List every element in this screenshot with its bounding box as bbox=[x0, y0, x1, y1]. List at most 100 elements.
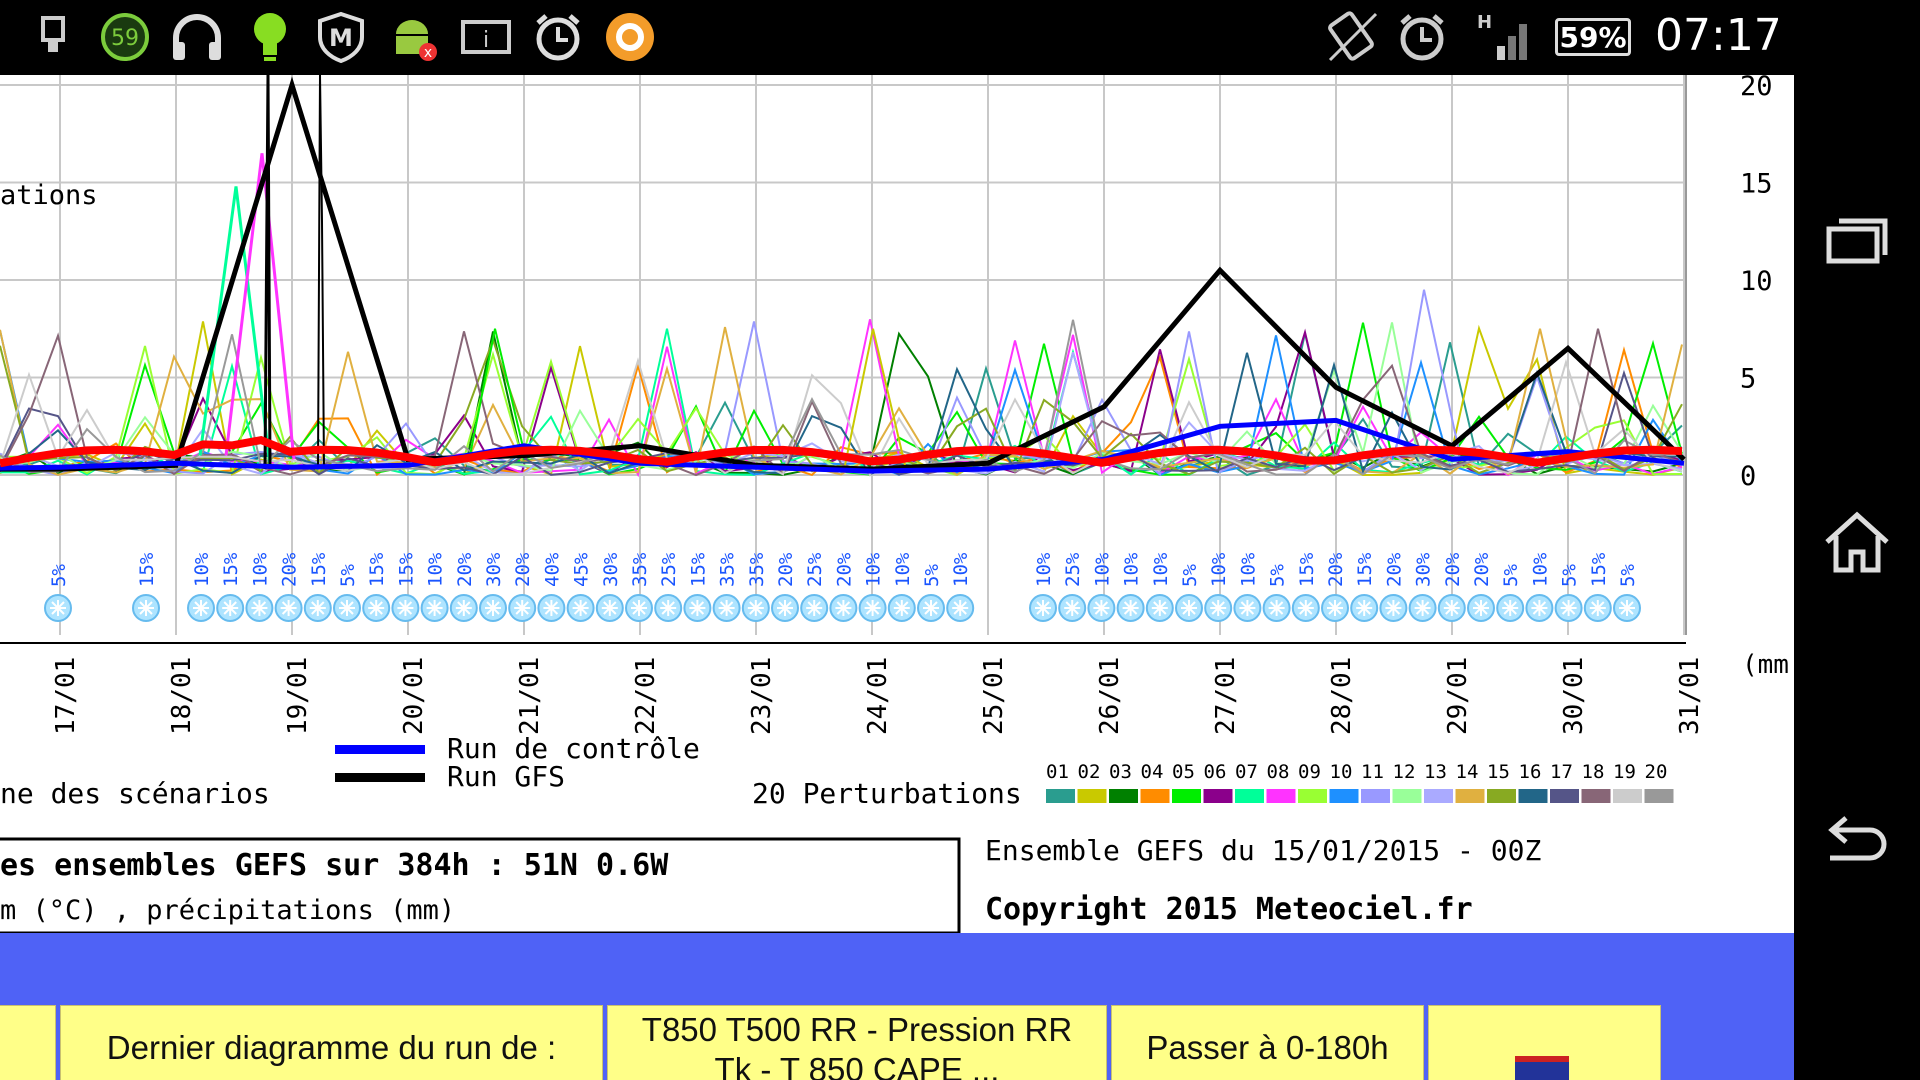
snow-percentage-label: 15% bbox=[1296, 552, 1318, 587]
snow-percentage-label: 15% bbox=[687, 552, 709, 587]
series-lines bbox=[0, 76, 1686, 474]
snow-percentage-label: 20% bbox=[1442, 552, 1464, 587]
legend-control-label: Run de contrôle bbox=[447, 732, 700, 765]
legend-scenarios-label: ne des scénarios bbox=[0, 777, 270, 810]
perturbation-line bbox=[0, 352, 1683, 476]
snow-percentage-label: 20% bbox=[1471, 552, 1493, 587]
snowflake-icon bbox=[514, 600, 531, 616]
perturbation-number: 18 bbox=[1582, 761, 1605, 783]
perturbation-number: 06 bbox=[1204, 761, 1227, 783]
shield-m-icon: M bbox=[315, 11, 367, 63]
snow-percentage-label: 15% bbox=[366, 552, 388, 587]
perturbation-spike bbox=[1569, 328, 1631, 456]
snowflake-icon bbox=[893, 600, 910, 616]
perturbation-number: 01 bbox=[1046, 761, 1069, 783]
footer-box-flag[interactable] bbox=[1428, 1005, 1661, 1080]
snow-percentage-label: 20% bbox=[512, 552, 534, 587]
gfs-spikes bbox=[263, 75, 325, 470]
perturbation-number: 10 bbox=[1330, 761, 1353, 783]
perturbation-swatch bbox=[1298, 789, 1327, 803]
orange-app-icon bbox=[604, 12, 656, 62]
footer-box-switch-range-text: Passer à 0-180h bbox=[1146, 1029, 1389, 1066]
perturbation-spike bbox=[1509, 328, 1571, 456]
snowflake-icon bbox=[1268, 600, 1285, 616]
recent-apps-icon[interactable] bbox=[1819, 202, 1895, 278]
snow-percentage-label: 20% bbox=[833, 552, 855, 587]
snowflake-icon bbox=[1531, 600, 1548, 616]
perturbation-swatch bbox=[1455, 789, 1485, 803]
perturbation-number: 13 bbox=[1424, 761, 1447, 783]
snowflake-icon bbox=[1414, 600, 1431, 616]
snow-percentage-label: 5% bbox=[1500, 564, 1522, 587]
snow-percentage-label: 10% bbox=[249, 552, 271, 587]
run-info: Ensemble GEFS du 15/01/2015 - 00Z bbox=[985, 834, 1541, 867]
y-unit-label: (mm bbox=[1742, 650, 1789, 680]
perturbation-swatch bbox=[1046, 789, 1075, 803]
perturbation-number: 12 bbox=[1393, 761, 1416, 783]
snowflake-icon bbox=[777, 600, 793, 616]
perturbation-swatch bbox=[1361, 789, 1390, 803]
snow-percentage-label: 15% bbox=[1588, 552, 1610, 587]
snow-percentage-label: 15% bbox=[308, 552, 330, 587]
lightbulb-icon bbox=[250, 12, 290, 62]
perturbation-swatch bbox=[1140, 789, 1170, 803]
y-tick-label: 5 bbox=[1740, 364, 1756, 395]
snowflake-icon bbox=[835, 600, 852, 616]
perturbation-number: 15 bbox=[1487, 761, 1510, 783]
snowflake-icon bbox=[138, 600, 154, 616]
snow-percentage-label: 10% bbox=[950, 552, 972, 587]
y-tick-label: 15 bbox=[1740, 169, 1773, 200]
snow-percentage-label: 35% bbox=[717, 552, 739, 587]
signal-type-text: H bbox=[1477, 12, 1492, 33]
snowflake-icon bbox=[50, 600, 66, 616]
snowflake-icon bbox=[747, 600, 764, 616]
perturbation-number: 17 bbox=[1550, 761, 1573, 783]
snowflake-icon bbox=[952, 600, 969, 616]
perturbation-swatch bbox=[1487, 789, 1516, 803]
snow-percentage-label: 15% bbox=[220, 552, 242, 587]
footer-box-switch-range[interactable]: Passer à 0-180h bbox=[1111, 1005, 1424, 1080]
snow-percentage-label: 10% bbox=[863, 552, 885, 587]
snowflake-icon bbox=[1443, 600, 1460, 616]
alarm-clock-icon bbox=[532, 12, 584, 62]
perturbation-line bbox=[0, 357, 1683, 477]
snowflake-icon bbox=[368, 600, 385, 616]
copyright: Copyright 2015 Meteociel.fr bbox=[985, 892, 1473, 927]
perturbation-number: 07 bbox=[1235, 761, 1258, 783]
snowflake-icon bbox=[1093, 600, 1110, 616]
legend-control-swatch bbox=[335, 745, 425, 754]
snowflake-icon bbox=[1122, 600, 1139, 616]
alarm-icon bbox=[1396, 12, 1448, 62]
x-date-label: 17/01 bbox=[51, 657, 81, 735]
perturbation-swatch bbox=[1203, 789, 1233, 803]
back-icon[interactable] bbox=[1819, 804, 1895, 880]
perturbation-swatch bbox=[1077, 789, 1107, 803]
footer-box-params[interactable]: T850 T500 RR - Pression RR Tk - T 850 CA… bbox=[607, 1005, 1107, 1080]
legend-gfs-swatch bbox=[335, 773, 425, 782]
perturbation-spike bbox=[1394, 289, 1461, 456]
perturbation-swatch bbox=[1329, 789, 1359, 803]
web-view: 20 15 10 5 0 (mm ations 5% 15% 10% 15% 10% 20% 15%… bbox=[0, 75, 1794, 1080]
gfs-spike bbox=[317, 75, 325, 470]
perturbation-spike bbox=[224, 153, 296, 460]
snowflake-icon bbox=[631, 600, 647, 616]
snow-percentage-label: 20% bbox=[1383, 552, 1405, 587]
y-axis-ticks: 20 15 10 5 0 bbox=[1740, 75, 1773, 492]
perturbation-number: 16 bbox=[1519, 761, 1542, 783]
home-icon[interactable] bbox=[1819, 504, 1895, 580]
snow-percentage-label: 25% bbox=[804, 552, 826, 587]
footer-box-left[interactable] bbox=[0, 1005, 56, 1080]
precipitation-chart: 20 15 10 5 0 (mm ations 5% 15% 10% 15% 10% 20% 15%… bbox=[0, 75, 1789, 933]
perturbation-swatch bbox=[1235, 789, 1264, 803]
perturbation-swatch bbox=[1392, 789, 1422, 803]
footer-box-last-run[interactable]: Dernier diagramme du run de : bbox=[60, 1005, 603, 1080]
snowflake-icon bbox=[1210, 600, 1227, 616]
plot-background bbox=[0, 75, 1686, 635]
chart-title-box bbox=[0, 837, 961, 933]
headphones-icon bbox=[170, 12, 224, 62]
snow-percentage-label: 20% bbox=[454, 552, 476, 587]
snowflake-icon bbox=[1560, 600, 1577, 616]
perturbation-color-legend: 01 02 03 04 05 06 07 08 09 10 11 12 13 14 15 16 17 18 19 20 bbox=[1046, 761, 1674, 803]
snow-percentage-label: 20% bbox=[775, 552, 797, 587]
perturbation-swatch bbox=[1613, 789, 1642, 803]
